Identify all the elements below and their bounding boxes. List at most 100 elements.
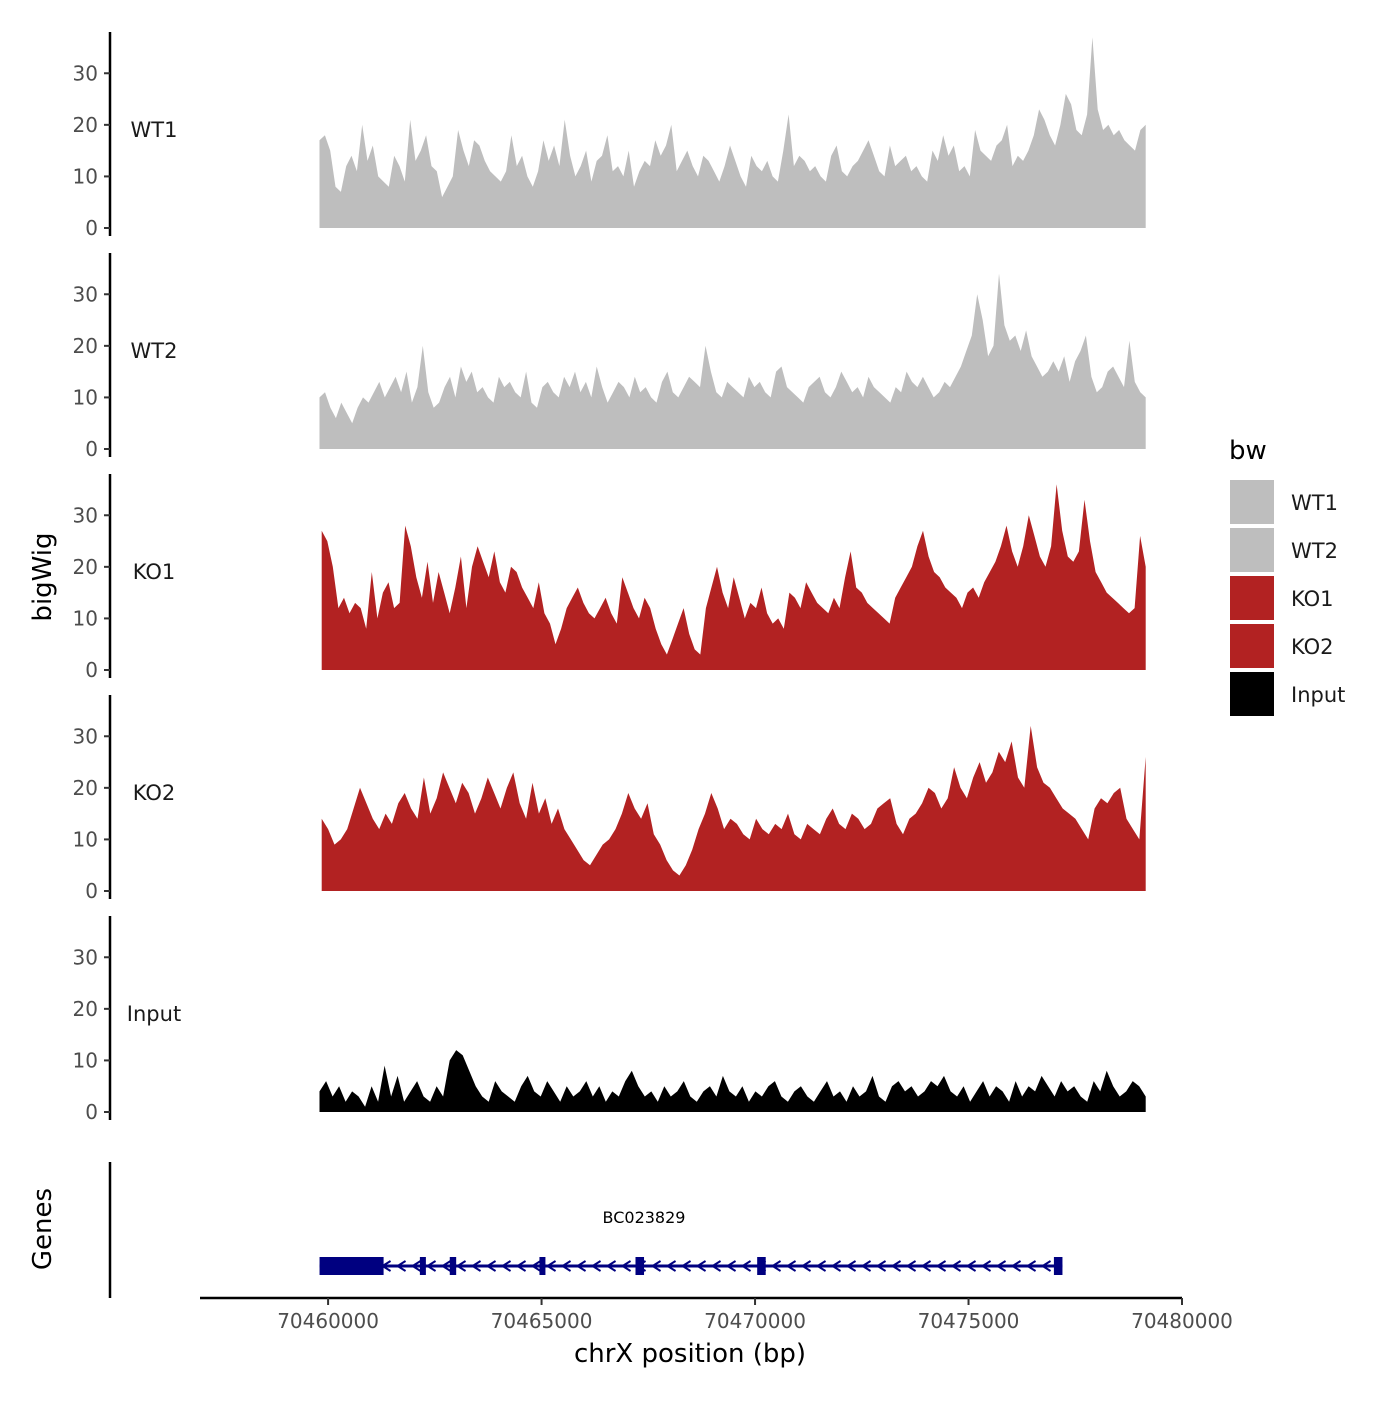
track-label-wt1: WT1 xyxy=(131,118,178,142)
strand-arrow-icon xyxy=(605,1260,617,1272)
strand-arrow-icon xyxy=(575,1260,587,1272)
track-wt1: 0 10 20 30 WT1 xyxy=(73,32,1146,240)
track-wt2: 0 10 20 30 WT2 xyxy=(73,253,1146,461)
strand-arrow-icon xyxy=(1010,1260,1022,1272)
y-tick-label: 10 xyxy=(73,606,98,630)
y-tick-label: 30 xyxy=(73,503,98,527)
y-tick-label: 0 xyxy=(85,879,98,903)
strand-arrow-icon xyxy=(545,1260,557,1272)
y-tick-label: 0 xyxy=(85,658,98,682)
strand-arrow-icon xyxy=(455,1260,467,1272)
y-tick-label: 10 xyxy=(73,1048,98,1072)
legend-label: KO2 xyxy=(1291,635,1334,659)
legend-item-ko2: KO2 xyxy=(1230,624,1334,668)
gene-models: BC023829 xyxy=(319,1208,1063,1275)
gene-name-label: BC023829 xyxy=(603,1208,686,1227)
coverage-area-ko2 xyxy=(321,725,1146,891)
gene-exon xyxy=(449,1257,457,1275)
x-tick-label: 70470000 xyxy=(704,1309,806,1333)
legend-label: WT1 xyxy=(1291,491,1338,515)
legend-item-wt2: WT2 xyxy=(1230,528,1338,572)
y-tick-label: 30 xyxy=(73,61,98,85)
y-tick-label: 20 xyxy=(73,113,98,137)
gene-exon xyxy=(419,1257,426,1275)
strand-arrow-icon xyxy=(890,1260,902,1272)
y-tick-label: 20 xyxy=(73,334,98,358)
strand-arrow-icon xyxy=(905,1260,917,1272)
x-tick-label: 70465000 xyxy=(491,1309,593,1333)
strand-arrow-icon xyxy=(920,1260,932,1272)
y-tick-label: 0 xyxy=(85,437,98,461)
x-axis-title: chrX position (bp) xyxy=(574,1339,806,1369)
track-input: 0 10 20 30 Input xyxy=(73,916,1146,1124)
strand-arrow-icon xyxy=(395,1260,407,1272)
coverage-area-ko1 xyxy=(321,484,1146,670)
track-label-input: Input xyxy=(127,1002,181,1026)
gene-panel: Genes BC023829 xyxy=(28,1162,1063,1298)
strand-arrow-icon xyxy=(425,1260,437,1272)
legend-item-input: Input xyxy=(1230,672,1345,716)
gene-exon xyxy=(757,1257,766,1275)
strand-arrow-icon xyxy=(785,1260,797,1272)
y-tick-label: 20 xyxy=(73,776,98,800)
gene-exon xyxy=(319,1257,384,1275)
gene-exon xyxy=(539,1257,546,1275)
strand-arrow-icon xyxy=(680,1260,692,1272)
legend-label: KO1 xyxy=(1291,587,1334,611)
gene-exon xyxy=(635,1257,645,1275)
strand-arrow-icon xyxy=(740,1260,752,1272)
strand-arrow-icon xyxy=(440,1260,452,1272)
strand-arrow-icon xyxy=(710,1260,722,1272)
strand-arrow-icon xyxy=(800,1260,812,1272)
gene-panel-title: Genes xyxy=(28,1188,58,1270)
x-tick-label: 70460000 xyxy=(277,1309,379,1333)
x-axis-ticks: 70460000 70465000 70470000 70475000 70480000 xyxy=(277,1298,1233,1333)
strand-arrow-icon xyxy=(860,1260,872,1272)
track-label-ko1: KO1 xyxy=(133,560,176,584)
strand-arrow-icon xyxy=(410,1260,422,1272)
y-tick-label: 30 xyxy=(73,945,98,969)
legend-key-swatch xyxy=(1230,672,1274,716)
strand-arrow-icon xyxy=(725,1260,737,1272)
legend-item-wt1: WT1 xyxy=(1230,480,1338,524)
track-label-wt2: WT2 xyxy=(131,339,178,363)
coverage-area-wt1 xyxy=(319,37,1146,229)
strand-arrow-icon xyxy=(500,1260,512,1272)
gene-bc023829: BC023829 xyxy=(319,1208,1063,1275)
strand-arrow-icon xyxy=(560,1260,572,1272)
y-tick-label: 10 xyxy=(73,385,98,409)
legend-key-swatch xyxy=(1230,528,1274,572)
legend-title: bw xyxy=(1229,436,1267,466)
strand-arrow-icon xyxy=(1040,1260,1052,1272)
strand-arrow-icon xyxy=(770,1260,782,1272)
strand-arrow-icon xyxy=(530,1260,542,1272)
strand-arrow-icon xyxy=(515,1260,527,1272)
legend-key-swatch xyxy=(1230,624,1274,668)
strand-arrow-icon xyxy=(815,1260,827,1272)
track-ko1: 0 10 20 30 KO1 xyxy=(73,474,1146,682)
track-ko2: 0 10 20 30 KO2 xyxy=(73,695,1146,903)
legend-key-swatch xyxy=(1230,576,1274,620)
coverage-area-wt2 xyxy=(319,273,1146,449)
strand-arrow-icon xyxy=(950,1260,962,1272)
strand-arrow-icon xyxy=(620,1260,632,1272)
strand-arrow-icon xyxy=(590,1260,602,1272)
y-tick-label: 0 xyxy=(85,1100,98,1124)
legend-key-swatch xyxy=(1230,480,1274,524)
strand-arrow-icon xyxy=(980,1260,992,1272)
x-axis: 70460000 70465000 70470000 70475000 70480000… xyxy=(200,1296,1233,1369)
legend-label: Input xyxy=(1291,683,1345,707)
strand-arrow-icon xyxy=(935,1260,947,1272)
strand-arrow-icon xyxy=(650,1260,662,1272)
strand-arrow-icon xyxy=(1025,1260,1037,1272)
gene-exon xyxy=(1053,1257,1063,1275)
strand-arrow-icon xyxy=(830,1260,842,1272)
y-tick-label: 30 xyxy=(73,724,98,748)
y-tick-label: 30 xyxy=(73,282,98,306)
legend-label: WT2 xyxy=(1291,539,1338,563)
y-axis-title: bigWig xyxy=(28,532,58,621)
strand-arrow-icon xyxy=(845,1260,857,1272)
track-label-ko2: KO2 xyxy=(133,781,176,805)
